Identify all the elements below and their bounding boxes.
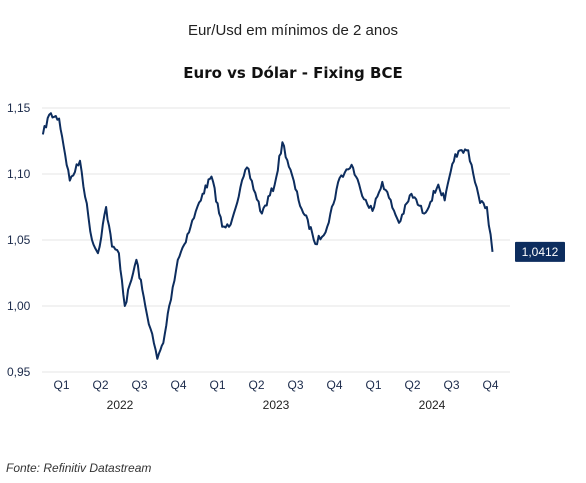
x-tick-label: Q1 bbox=[209, 378, 225, 392]
x-tick-label: Q2 bbox=[248, 378, 264, 392]
end-value-label-text: 1,0412 bbox=[522, 245, 559, 259]
end-value-label: 1,0412 bbox=[515, 241, 565, 262]
end-value-label-bg bbox=[515, 241, 565, 262]
x-year-label: 2024 bbox=[419, 398, 446, 412]
x-tick-label: Q4 bbox=[326, 378, 342, 392]
y-tick-label: 1,10 bbox=[7, 167, 31, 181]
y-tick-label: 1,15 bbox=[7, 101, 31, 115]
headline: Eur/Usd em mínimos de 2 anos bbox=[187, 22, 399, 39]
x-tick-label: Q1 bbox=[53, 378, 69, 392]
y-tick-label: 1,00 bbox=[7, 299, 31, 313]
x-tick-label: Q3 bbox=[287, 378, 303, 392]
y-tick-label: 0,95 bbox=[7, 365, 31, 379]
x-tick-label: Q4 bbox=[170, 378, 186, 392]
x-year-label: 2023 bbox=[263, 398, 290, 412]
x-year-label: 2022 bbox=[107, 398, 134, 412]
x-tick-label: Q2 bbox=[92, 378, 108, 392]
series-line bbox=[41, 112, 494, 360]
x-tick-label: Q2 bbox=[404, 378, 420, 392]
x-tick-label: Q3 bbox=[131, 378, 147, 392]
y-tick-label: 1,05 bbox=[7, 233, 31, 247]
x-tick-label: Q1 bbox=[365, 378, 381, 392]
x-tick-label: Q3 bbox=[443, 378, 459, 392]
x-tick-label: Q4 bbox=[482, 378, 498, 392]
source-note: Fonte: Refinitiv Datastream bbox=[6, 461, 152, 475]
chart-title: Euro vs Dólar - Fixing BCE bbox=[183, 64, 403, 82]
